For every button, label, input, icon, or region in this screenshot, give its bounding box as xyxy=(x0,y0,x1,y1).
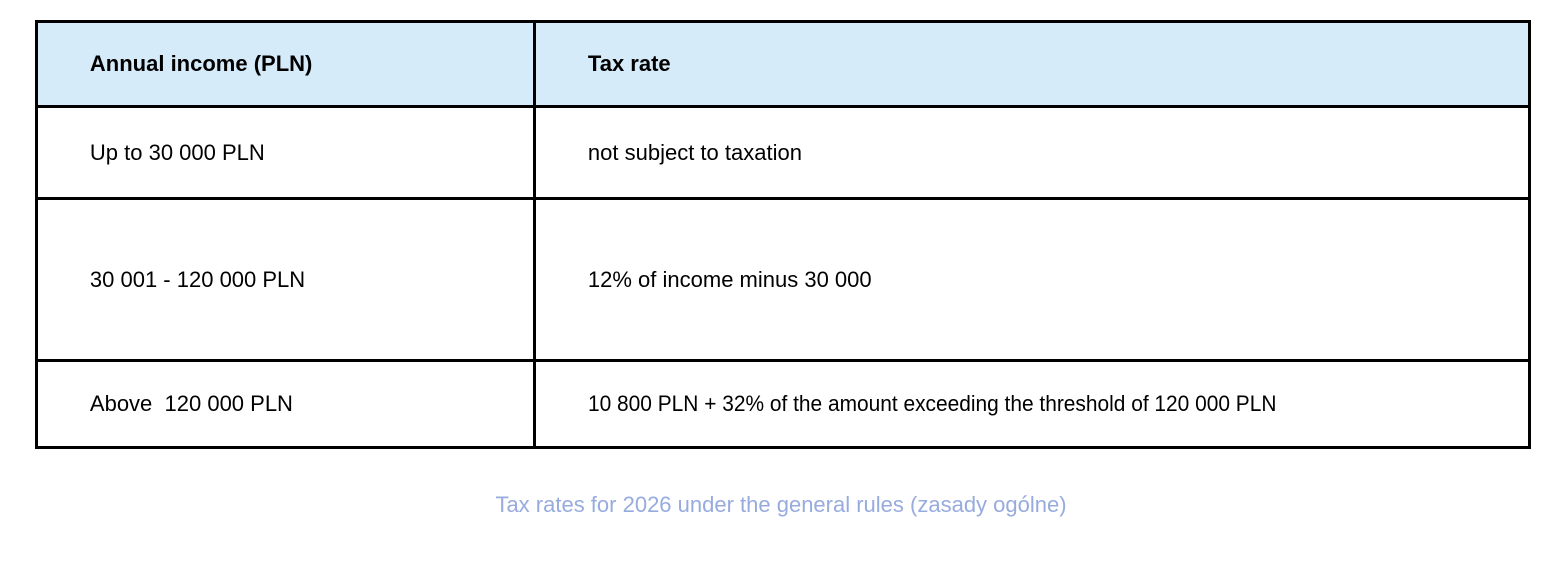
table-row: 30 001 - 120 000 PLN 12% of income minus… xyxy=(35,197,1531,362)
income-range-value: 30 001 - 120 000 PLN xyxy=(89,266,306,292)
column-header-tax-rate: Tax rate xyxy=(533,20,1531,108)
income-range-cell: Up to 30 000 PLN xyxy=(35,105,536,200)
tax-rate-cell: 10 800 PLN + 32% of the amount exceeding… xyxy=(533,359,1531,449)
table-row: Up to 30 000 PLN not subject to taxation xyxy=(35,105,1531,200)
table-caption: Tax rates for 2026 under the general rul… xyxy=(495,492,1067,517)
income-range-value: Above 120 000 PLN xyxy=(89,391,293,416)
tax-rate-cell: not subject to taxation xyxy=(533,105,1531,200)
income-range-cell: Above 120 000 PLN xyxy=(35,359,536,449)
table-row: Above 120 000 PLN 10 800 PLN + 32% of th… xyxy=(35,359,1531,449)
income-range-cell: 30 001 - 120 000 PLN xyxy=(35,197,536,362)
column-header-annual-income: Annual income (PLN) xyxy=(35,20,536,108)
tax-rate-cell: 12% of income minus 30 000 xyxy=(533,197,1531,362)
table-header: Annual income (PLN) Tax rate xyxy=(35,20,1531,108)
income-range-value: Up to 30 000 PLN xyxy=(89,139,265,165)
tax-rate-value: 10 800 PLN + 32% of the amount exceeding… xyxy=(587,391,1277,416)
tax-rate-value: not subject to taxation xyxy=(587,139,802,165)
table-body: Up to 30 000 PLN not subject to taxation… xyxy=(35,105,1531,449)
tax-rates-table: Annual income (PLN) Tax rate Up to 30 00… xyxy=(35,20,1531,449)
tax-rate-value: 12% of income minus 30 000 xyxy=(587,266,872,292)
column-header-label: Tax rate xyxy=(587,51,671,76)
header-row: Annual income (PLN) Tax rate xyxy=(35,20,1531,108)
column-header-label: Annual income (PLN) xyxy=(89,51,313,76)
